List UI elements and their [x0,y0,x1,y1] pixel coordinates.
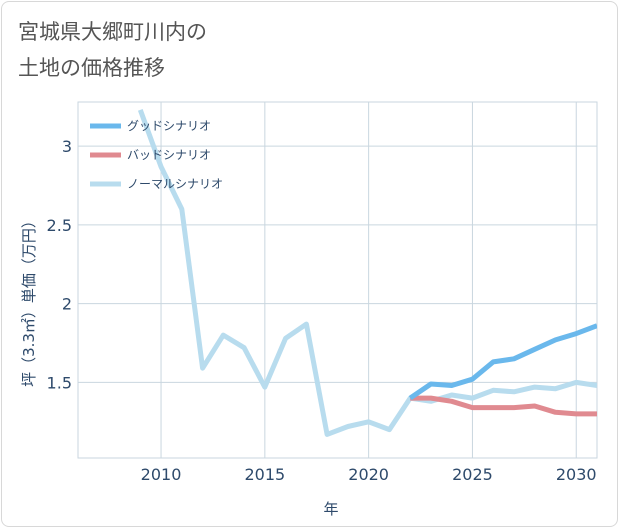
x-tick-label: 2030 [556,465,597,484]
x-tick-label: 2020 [348,465,389,484]
y-axis-title: 坪（3.3㎡）単価（万円） [20,213,38,387]
x-tick-label: 2015 [244,465,285,484]
x-axis-title: 年 [323,500,338,518]
y-tick-label: 1.5 [47,373,72,392]
title-line-1: 宮城県大郷町川内の [18,20,207,44]
x-tick-label: 2010 [141,465,182,484]
legend-label: ノーマルシナリオ [127,177,223,191]
chart-title: 宮城県大郷町川内の 土地の価格推移 [18,14,207,86]
title-line-2: 土地の価格推移 [18,56,165,80]
legend-label: グッドシナリオ [127,119,211,133]
grid-lines [78,102,597,458]
series-layer [137,109,597,437]
legend-label: バッドシナリオ [127,148,211,162]
y-tick-label: 2 [62,295,72,314]
x-tick-label: 2025 [452,465,493,484]
y-tick-label: 2.5 [47,216,72,235]
series-line-0 [408,323,597,401]
series-line-1 [410,395,597,417]
y-tick-label: 3 [62,137,72,156]
series-line-2 [137,109,597,437]
tick-labels: 2010 2015 2020 2025 2030 1.5 2 2.5 3 [47,137,597,484]
plot-area [77,101,598,459]
